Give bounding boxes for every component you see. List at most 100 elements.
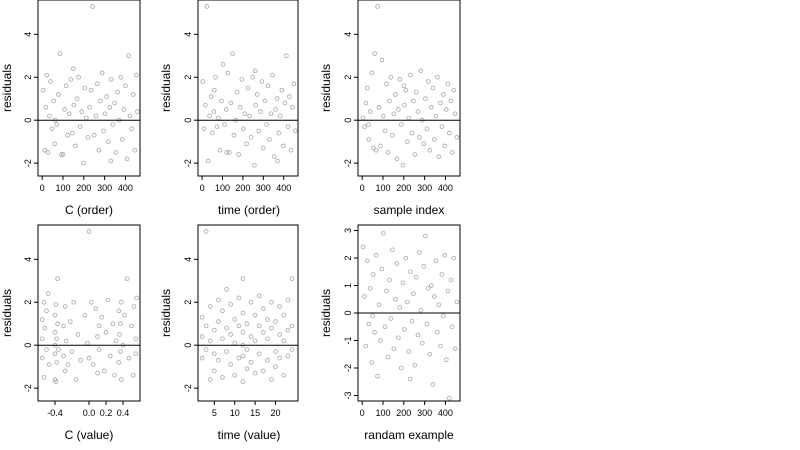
- y-axis-ticks: -2 0 2 4: [343, 32, 358, 167]
- data-point: [261, 368, 266, 374]
- data-point: [104, 94, 109, 99]
- data-point: [70, 130, 75, 136]
- data-point: [85, 340, 90, 346]
- data-point: [240, 342, 246, 348]
- data-point: [430, 85, 436, 91]
- data-point: [409, 130, 415, 136]
- data-point: [420, 340, 425, 346]
- data-point: [98, 98, 103, 104]
- data-point: [124, 156, 130, 162]
- data-point: [373, 147, 379, 153]
- x-tick-label: 0: [200, 183, 205, 193]
- x-tick-label: 100: [375, 408, 390, 418]
- data-point: [289, 276, 295, 281]
- data-point: [267, 137, 272, 142]
- data-point: [41, 375, 47, 380]
- data-point: [421, 263, 427, 269]
- data-point: [236, 323, 242, 329]
- data-point: [400, 162, 406, 168]
- data-point: [240, 353, 246, 359]
- data-point: [82, 85, 88, 91]
- data-point: [433, 113, 439, 119]
- data-point: [61, 323, 66, 329]
- data-point: [427, 147, 433, 153]
- data-point: [408, 269, 413, 275]
- data-point: [247, 113, 252, 119]
- y-axis-label: residuals: [319, 289, 333, 337]
- data-point: [367, 109, 373, 114]
- data-point: [435, 74, 440, 80]
- data-point: [406, 115, 412, 121]
- data-point: [261, 330, 266, 335]
- data-point: [96, 323, 102, 329]
- data-point: [62, 304, 68, 309]
- data-point: [90, 4, 95, 9]
- data-point: [375, 373, 380, 379]
- x-tick-label: 20: [271, 408, 281, 418]
- data-points: [200, 4, 298, 168]
- y-tick-label: -1: [343, 336, 353, 344]
- data-point: [52, 117, 58, 123]
- data-point: [424, 126, 430, 132]
- data-point: [42, 325, 48, 331]
- data-point: [212, 87, 217, 93]
- data-point: [224, 349, 229, 354]
- data-point: [130, 372, 136, 378]
- y-axis-ticks: -2 0 2 4: [23, 32, 38, 167]
- data-point: [369, 360, 375, 365]
- data-point: [228, 362, 233, 367]
- data-point: [93, 306, 99, 312]
- data-point: [207, 377, 213, 382]
- data-point: [214, 124, 220, 129]
- x-tick-label: 15: [250, 408, 260, 418]
- data-point: [256, 128, 262, 134]
- x-tick-label: 10: [230, 408, 240, 418]
- data-point: [46, 362, 52, 367]
- data-point: [369, 70, 375, 76]
- x-tick-label: 0.2: [100, 408, 113, 418]
- data-point: [256, 293, 262, 299]
- data-point: [454, 135, 460, 140]
- data-point: [391, 111, 397, 117]
- data-point: [118, 321, 123, 327]
- data-point: [411, 98, 416, 104]
- data-point: [291, 81, 297, 87]
- data-point: [231, 132, 237, 138]
- data-point: [117, 332, 122, 337]
- data-point: [387, 98, 392, 104]
- data-point: [126, 53, 131, 59]
- data-point: [233, 117, 238, 123]
- data-point: [55, 276, 60, 281]
- data-point: [107, 105, 113, 110]
- data-point: [113, 150, 119, 155]
- data-point: [207, 304, 213, 309]
- data-point: [360, 244, 366, 250]
- x-tick-label: 400: [438, 183, 453, 193]
- data-point: [99, 70, 105, 76]
- data-point: [433, 258, 439, 264]
- x-axis-ticks: 0 100 200 300 400: [200, 176, 291, 193]
- data-point: [438, 343, 443, 349]
- data-point: [265, 336, 270, 342]
- data-point: [220, 336, 225, 342]
- x-tick-label: 400: [438, 408, 453, 418]
- data-point: [385, 150, 391, 155]
- data-point: [366, 137, 372, 142]
- data-point: [224, 150, 229, 155]
- data-point: [199, 314, 205, 320]
- data-point: [54, 122, 60, 127]
- data-point: [360, 115, 366, 121]
- y-tick-label: 1: [343, 283, 353, 288]
- data-point: [448, 277, 454, 283]
- data-point: [60, 152, 66, 157]
- data-point: [372, 329, 377, 335]
- data-point: [132, 147, 138, 153]
- data-point: [115, 89, 120, 95]
- data-point: [373, 252, 379, 258]
- data-point: [232, 372, 238, 378]
- data-point: [105, 297, 110, 303]
- data-point: [217, 147, 223, 153]
- data-point: [362, 124, 367, 129]
- data-point: [402, 102, 407, 108]
